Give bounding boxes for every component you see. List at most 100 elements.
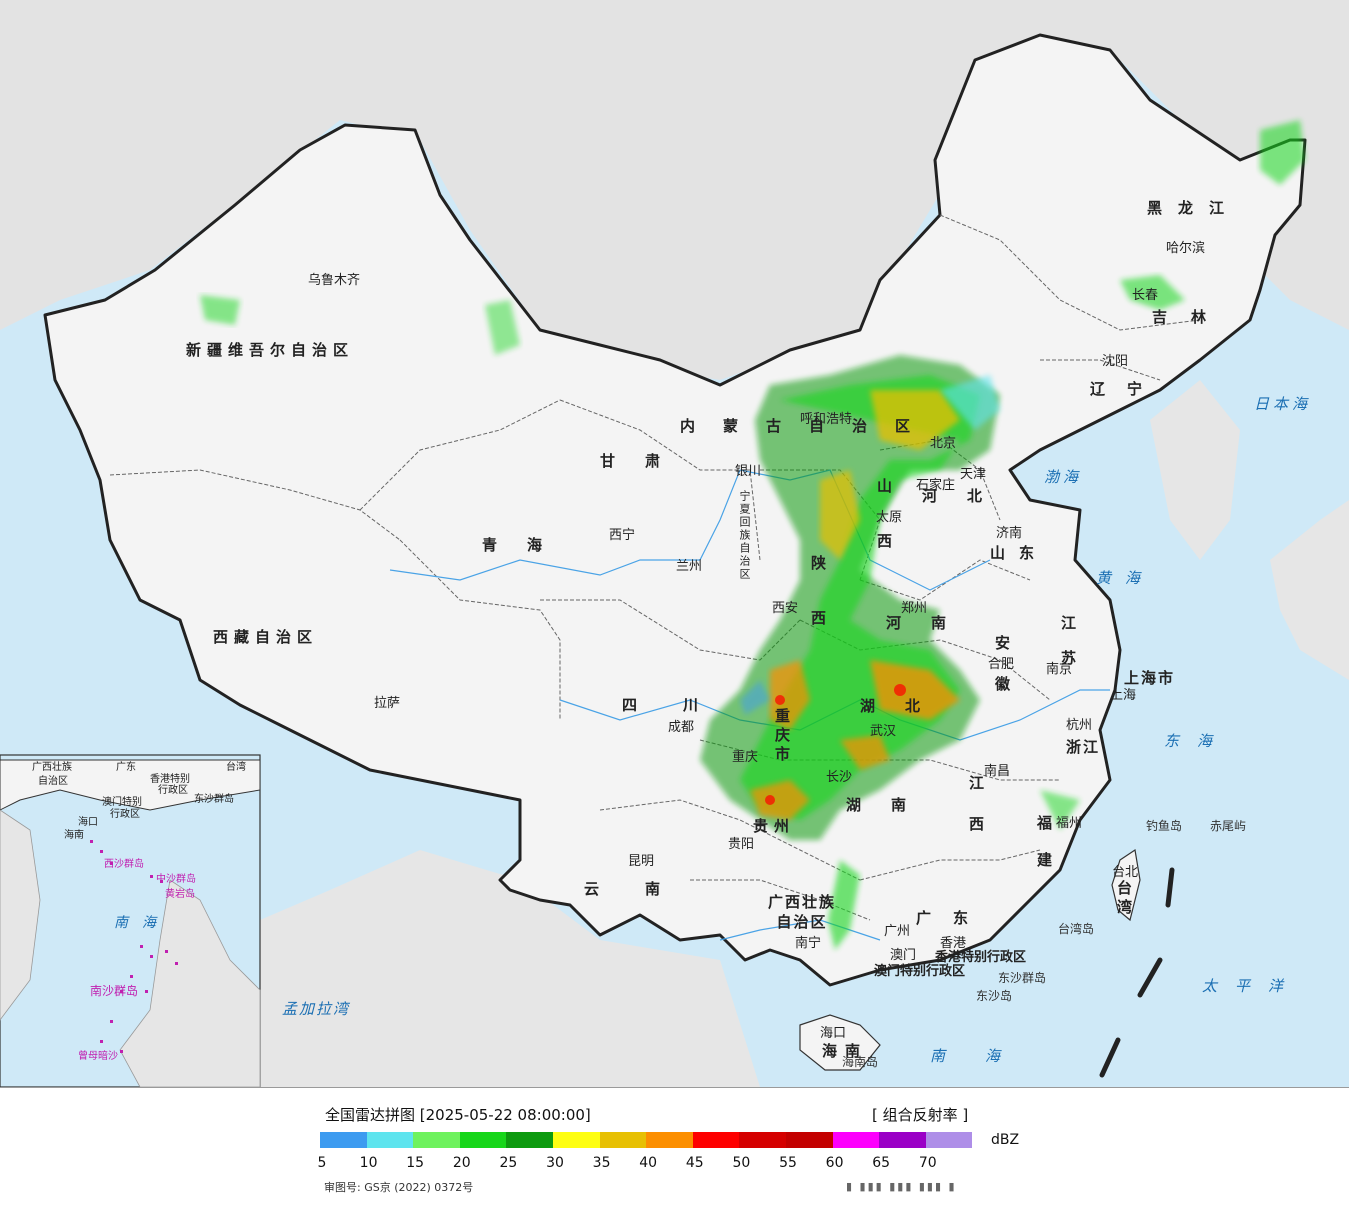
legend-tick-label: 30 (546, 1155, 564, 1171)
city-kunming: 昆明 (628, 854, 655, 869)
legend-swatch (646, 1132, 693, 1148)
legend-product: [ 组合反射率 ] (872, 1106, 969, 1124)
inset-label-xisha: 西沙群岛 (104, 859, 144, 870)
city-shanghai: 上海 (1110, 688, 1137, 703)
sea-japan: 日本海 (1254, 395, 1312, 413)
label-neimenggu: 内蒙古自治区 (680, 417, 939, 435)
taiwan-island (1111, 848, 1141, 922)
inset-label-huangyan: 黄岩岛 (165, 889, 195, 900)
label-guizhou: 贵州 (753, 817, 796, 835)
label-hk-sar: 香港特别行政区 (935, 950, 1027, 965)
legend-tick-label: 15 (406, 1155, 425, 1171)
label-shandong: 山东 (990, 544, 1049, 562)
city-hohhot: 呼和浩特 (800, 412, 853, 427)
label-shanxi: 山西 (875, 478, 893, 588)
label-guangxi: 广西壮族自治区 (767, 893, 836, 931)
label-qinghai: 青海 (482, 536, 573, 554)
color-scale-bar (320, 1132, 973, 1148)
city-shenyang: 沈阳 (1102, 354, 1129, 369)
city-lanzhou: 兰州 (676, 559, 703, 574)
legend-tick-label: 50 (732, 1155, 751, 1171)
legend-swatch (506, 1132, 553, 1148)
city-hongkong: 香港 (940, 936, 967, 951)
inset-label-zizhiqu: 自治区 (38, 776, 68, 787)
label-xinjiang: 新疆维吾尔自治区 (186, 341, 355, 359)
label-hebei: 河北 (922, 487, 1013, 505)
city-chengdu: 成都 (668, 720, 695, 735)
legend-tick-label: 60 (825, 1155, 844, 1171)
city-wuhan: 武汉 (870, 724, 897, 739)
city-xian: 西安 (772, 601, 799, 616)
maritime-boundary-dashes (1099, 867, 1175, 1078)
inset-label-zhongsha: 中沙群岛 (156, 874, 196, 885)
label-gansu: 甘肃 (600, 452, 691, 470)
city-nanjing: 南京 (1046, 662, 1073, 677)
label-yunnan: 云南 (584, 880, 707, 898)
inset-south-china-sea (0, 754, 261, 1087)
city-changchun: 长春 (1132, 288, 1159, 303)
label-jiangxi: 江西 (967, 775, 985, 857)
label-henan: 河南 (886, 614, 977, 632)
legend-swatch (413, 1132, 460, 1148)
label-taiwan: 台湾 (1115, 880, 1133, 918)
label-anhui: 安徽 (993, 635, 1011, 717)
inset-label-macau-region: 行政区 (110, 809, 140, 820)
city-lhasa: 拉萨 (374, 696, 401, 711)
inset-label-taiwan: 台湾 (226, 762, 246, 773)
radar-echo-overlay (200, 120, 1305, 950)
neighbor-land-north (0, 0, 1349, 380)
label-zhejiang: 浙江 (1066, 738, 1101, 756)
inset-label-hk-region: 行政区 (158, 785, 188, 796)
city-shijiazhuang: 石家庄 (916, 478, 956, 493)
legend-swatch (785, 1132, 833, 1148)
city-guiyang: 贵阳 (728, 837, 755, 852)
inset-label-nansha: 南沙群岛 (90, 984, 139, 998)
sea-east: 东海 (1164, 732, 1231, 750)
city-zhengzhou: 郑州 (901, 601, 928, 616)
label-shaanxi: 陕西 (809, 555, 827, 665)
label-macau-sar: 澳门特别行政区 (874, 964, 966, 979)
city-guangzhou: 广州 (884, 924, 911, 939)
map-canvas (0, 0, 1349, 1087)
label-guangdong: 广东 (916, 909, 991, 927)
city-taiyuan: 太原 (876, 510, 903, 525)
legend-panel: 全国雷达拼图 [2025-05-22 08:00:00] [ 组合反射率 ] d… (0, 1088, 1349, 1208)
legend-swatch (552, 1132, 600, 1148)
label-chiwei: 赤尾屿 (1210, 819, 1247, 833)
inset-label-hk: 香港特别 (150, 774, 190, 785)
label-sichuan: 四川 (622, 696, 745, 714)
inset-label-macau: 澳门特别 (102, 797, 142, 808)
label-liaoning: 辽宁 (1090, 380, 1165, 398)
city-hefei: 合肥 (988, 657, 1015, 672)
label-jilin: 吉林 (1152, 308, 1231, 326)
legend-tick-label: 40 (639, 1155, 658, 1171)
city-hangzhou: 杭州 (1066, 718, 1093, 733)
neighbor-land-korea (1150, 380, 1240, 560)
legend-tick-label: 45 (685, 1155, 704, 1171)
sea-pacific: 太平洋 (1202, 977, 1302, 995)
legend-tick-label: 70 (918, 1155, 937, 1171)
legend-swatch (832, 1132, 880, 1148)
neighbor-land-south (260, 850, 760, 1087)
legend-swatch (320, 1132, 367, 1148)
inset-label-guangdong: 广东 (116, 762, 136, 773)
legend-swatch (366, 1132, 414, 1148)
city-fuzhou: 福州 (1056, 816, 1083, 831)
legend-swatch (925, 1132, 973, 1148)
legend-tick-label: 35 (592, 1155, 611, 1171)
label-heilongjiang: 黑龙江 (1147, 199, 1241, 217)
city-macau: 澳门 (890, 948, 917, 963)
city-nanchang: 南昌 (984, 764, 1011, 779)
legend-swatch (739, 1132, 786, 1148)
city-yinchuan: 银川 (735, 464, 762, 479)
legend-swatch (599, 1132, 647, 1148)
map-approval-number: 审图号: GS京 (2022) 0372号 (324, 1181, 474, 1194)
legend-tick-label: 5 (317, 1155, 327, 1171)
legend-tick-label: 20 (452, 1155, 471, 1171)
city-chongqing: 重庆 (732, 750, 759, 765)
label-diaoyu: 钓鱼岛 (1146, 819, 1183, 833)
legend-swatch (459, 1132, 507, 1148)
label-chongqing-municipality: 重庆市 (773, 708, 791, 765)
label-ningxia: 宁夏回族自治区 (738, 490, 751, 581)
legend-tick-label: 25 (499, 1155, 518, 1171)
